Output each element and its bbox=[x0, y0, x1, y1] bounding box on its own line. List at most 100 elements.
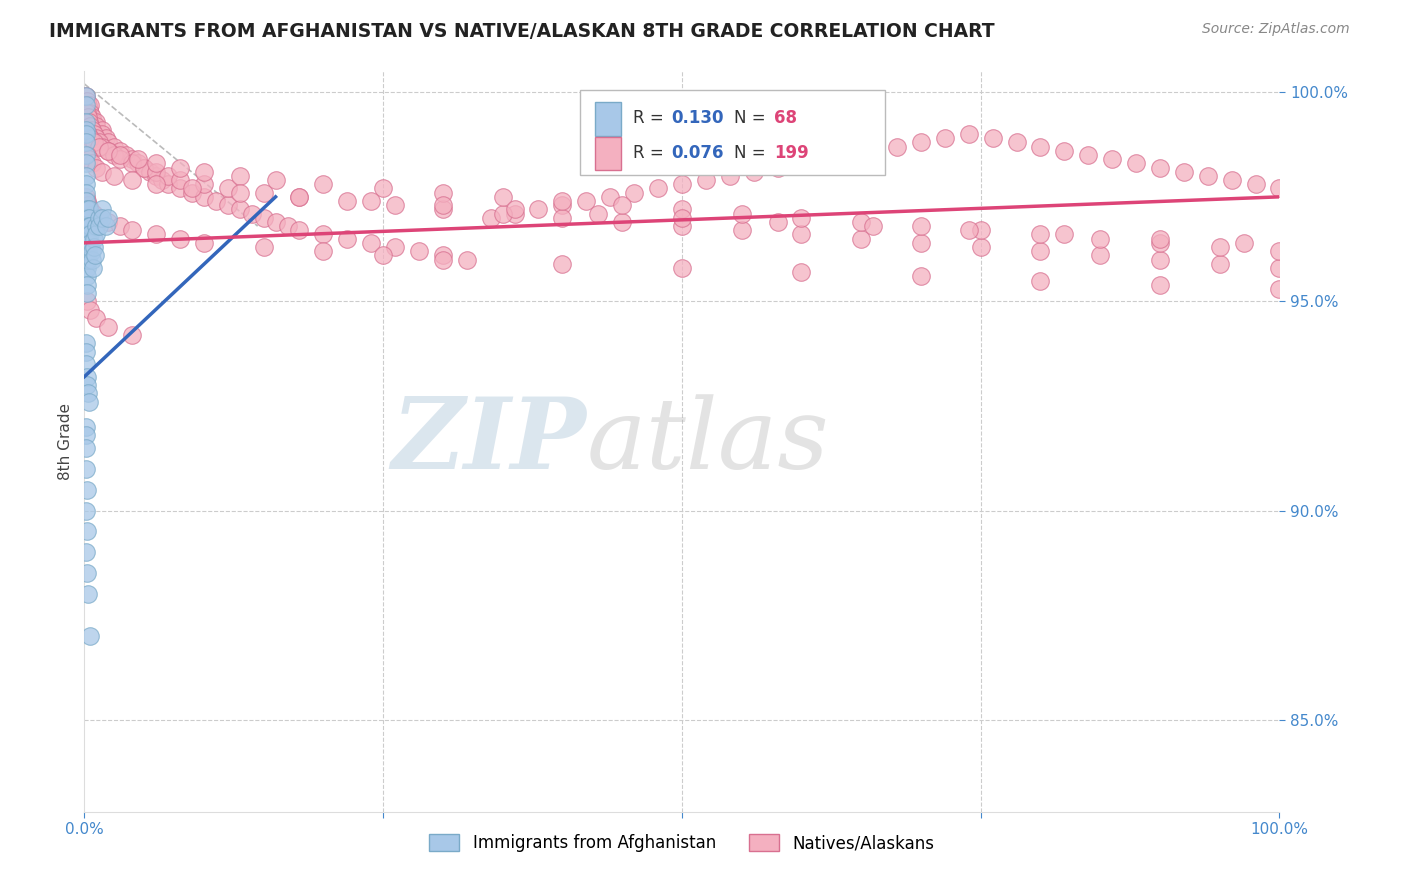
Natives/Alaskans bbox=[408, 244, 430, 259]
Natives/Alaskans bbox=[1005, 136, 1028, 150]
Immigrants from Afghanistan bbox=[76, 211, 98, 225]
Immigrants from Afghanistan bbox=[75, 178, 97, 192]
Natives/Alaskans bbox=[862, 144, 884, 158]
Natives/Alaskans bbox=[76, 194, 98, 208]
Immigrants from Afghanistan bbox=[76, 277, 98, 292]
Natives/Alaskans bbox=[127, 156, 149, 170]
Natives/Alaskans bbox=[1029, 244, 1052, 259]
Natives/Alaskans bbox=[169, 173, 191, 187]
Natives/Alaskans bbox=[360, 235, 382, 250]
Natives/Alaskans bbox=[86, 161, 108, 175]
Natives/Alaskans bbox=[181, 186, 204, 200]
Natives/Alaskans bbox=[766, 161, 789, 175]
Natives/Alaskans bbox=[83, 136, 105, 150]
Natives/Alaskans bbox=[97, 136, 120, 150]
Natives/Alaskans bbox=[127, 152, 149, 166]
Natives/Alaskans bbox=[103, 139, 125, 153]
Natives/Alaskans bbox=[157, 178, 180, 192]
Natives/Alaskans bbox=[432, 252, 454, 267]
Immigrants from Afghanistan bbox=[83, 232, 105, 246]
Natives/Alaskans bbox=[83, 127, 105, 141]
Natives/Alaskans bbox=[169, 232, 191, 246]
Natives/Alaskans bbox=[432, 186, 454, 200]
Natives/Alaskans bbox=[934, 131, 956, 145]
Natives/Alaskans bbox=[1090, 248, 1112, 262]
Natives/Alaskans bbox=[790, 156, 813, 170]
Natives/Alaskans bbox=[83, 206, 105, 220]
Natives/Alaskans bbox=[957, 223, 980, 237]
Text: Source: ZipAtlas.com: Source: ZipAtlas.com bbox=[1202, 22, 1350, 37]
Immigrants from Afghanistan bbox=[83, 240, 105, 254]
Natives/Alaskans bbox=[456, 252, 478, 267]
Immigrants from Afghanistan bbox=[82, 260, 104, 275]
Natives/Alaskans bbox=[157, 169, 180, 183]
Y-axis label: 8th Grade: 8th Grade bbox=[58, 403, 73, 480]
Immigrants from Afghanistan bbox=[76, 378, 98, 392]
Immigrants from Afghanistan bbox=[80, 252, 103, 267]
Natives/Alaskans bbox=[1197, 169, 1219, 183]
Text: 199: 199 bbox=[773, 144, 808, 161]
Natives/Alaskans bbox=[139, 165, 162, 179]
Natives/Alaskans bbox=[671, 202, 693, 217]
Natives/Alaskans bbox=[981, 131, 1004, 145]
Natives/Alaskans bbox=[76, 294, 98, 309]
Text: N =: N = bbox=[734, 109, 772, 127]
Natives/Alaskans bbox=[193, 165, 215, 179]
Immigrants from Afghanistan bbox=[77, 202, 100, 217]
Natives/Alaskans bbox=[612, 215, 634, 229]
Immigrants from Afghanistan bbox=[75, 503, 97, 517]
Natives/Alaskans bbox=[97, 144, 120, 158]
Natives/Alaskans bbox=[76, 94, 98, 108]
Text: 0.130: 0.130 bbox=[671, 109, 724, 127]
Natives/Alaskans bbox=[79, 106, 101, 120]
Natives/Alaskans bbox=[91, 139, 114, 153]
Natives/Alaskans bbox=[76, 148, 98, 162]
Natives/Alaskans bbox=[75, 89, 97, 103]
Natives/Alaskans bbox=[886, 139, 908, 153]
Text: 68: 68 bbox=[773, 109, 797, 127]
Natives/Alaskans bbox=[87, 131, 110, 145]
Natives/Alaskans bbox=[193, 178, 215, 192]
Immigrants from Afghanistan bbox=[94, 219, 117, 234]
Natives/Alaskans bbox=[253, 186, 276, 200]
Natives/Alaskans bbox=[312, 244, 335, 259]
Natives/Alaskans bbox=[76, 102, 98, 116]
Immigrants from Afghanistan bbox=[87, 211, 110, 225]
Natives/Alaskans bbox=[97, 319, 120, 334]
Immigrants from Afghanistan bbox=[77, 219, 100, 234]
Natives/Alaskans bbox=[181, 181, 204, 195]
Text: atlas: atlas bbox=[586, 394, 830, 489]
Immigrants from Afghanistan bbox=[86, 227, 108, 242]
Natives/Alaskans bbox=[612, 198, 634, 212]
Immigrants from Afghanistan bbox=[76, 483, 98, 497]
Natives/Alaskans bbox=[87, 139, 110, 153]
Natives/Alaskans bbox=[492, 190, 515, 204]
Natives/Alaskans bbox=[1101, 152, 1123, 166]
Immigrants from Afghanistan bbox=[75, 357, 97, 371]
Natives/Alaskans bbox=[110, 148, 132, 162]
Immigrants from Afghanistan bbox=[75, 441, 97, 455]
Natives/Alaskans bbox=[671, 219, 693, 234]
Natives/Alaskans bbox=[288, 190, 311, 204]
Natives/Alaskans bbox=[384, 198, 406, 212]
Natives/Alaskans bbox=[957, 127, 980, 141]
Immigrants from Afghanistan bbox=[76, 369, 98, 384]
Natives/Alaskans bbox=[77, 98, 100, 112]
Immigrants from Afghanistan bbox=[75, 123, 97, 137]
Immigrants from Afghanistan bbox=[76, 219, 98, 234]
Natives/Alaskans bbox=[1268, 282, 1291, 296]
Immigrants from Afghanistan bbox=[86, 219, 108, 234]
Natives/Alaskans bbox=[851, 232, 873, 246]
Immigrants from Afghanistan bbox=[75, 461, 97, 475]
Natives/Alaskans bbox=[121, 223, 143, 237]
Natives/Alaskans bbox=[193, 190, 215, 204]
Immigrants from Afghanistan bbox=[77, 587, 100, 601]
Natives/Alaskans bbox=[110, 152, 132, 166]
Natives/Alaskans bbox=[79, 202, 101, 217]
Natives/Alaskans bbox=[731, 223, 754, 237]
Natives/Alaskans bbox=[288, 190, 311, 204]
Natives/Alaskans bbox=[910, 235, 932, 250]
Natives/Alaskans bbox=[503, 206, 526, 220]
Natives/Alaskans bbox=[1149, 252, 1171, 267]
Natives/Alaskans bbox=[77, 114, 100, 128]
